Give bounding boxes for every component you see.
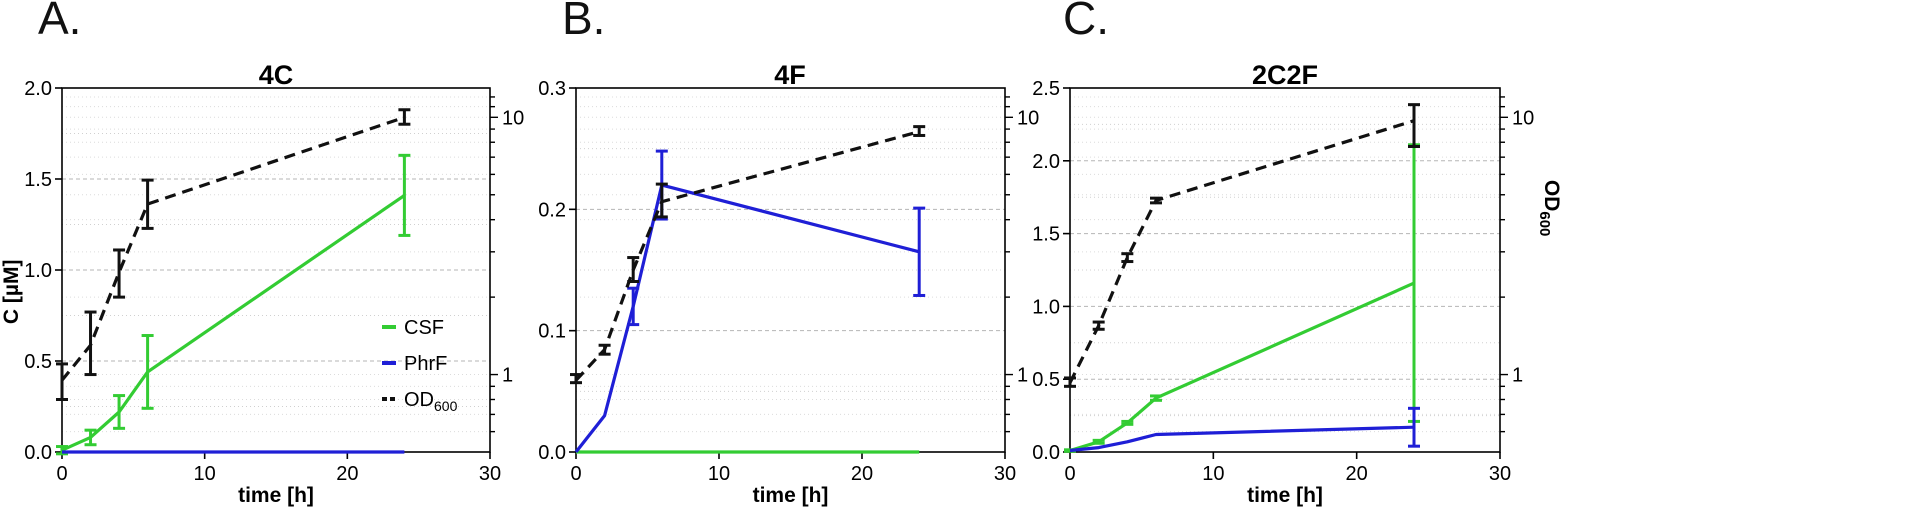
legend-label-main: OD — [404, 389, 434, 411]
y-axis-label: C [µM] — [0, 260, 23, 325]
x-tick-label: 30 — [1489, 463, 1511, 485]
legend-label: CSF — [404, 317, 444, 339]
plot-frame — [1069, 87, 1501, 453]
series-csf — [56, 153, 411, 456]
x-tick-label: 10 — [1202, 463, 1224, 485]
y-tick-label: 0.3 — [538, 78, 566, 100]
x-axis-label: time [h] — [753, 484, 829, 507]
y2-tick-label: 1 — [1512, 365, 1523, 387]
gridlines — [62, 96, 490, 433]
y-tick-label: 0.1 — [538, 321, 566, 343]
series-od600 — [1064, 103, 1420, 388]
y2-axis-label-main: OD — [1540, 180, 1563, 212]
x-tick-label: 20 — [1346, 463, 1368, 485]
series-phrf — [1069, 406, 1420, 453]
y2-tick-label: 1 — [1017, 365, 1028, 387]
chart-panel-2: B. 4F 0 10 20 30 0.0 0.1 0.2 0.3 1 10 time [h] — [538, 0, 1039, 507]
chart-title: 2C2F — [1252, 60, 1318, 90]
x-tick-label: 0 — [1064, 463, 1075, 485]
series-csf — [1064, 143, 1420, 453]
y-tick-label: 0.5 — [1032, 369, 1060, 391]
y2-tick-label: 1 — [502, 365, 513, 387]
legend: CSF PhrF OD600 — [382, 317, 458, 414]
gridlines — [576, 96, 1005, 433]
x-tick-label: 30 — [994, 463, 1016, 485]
x-tick-label: 30 — [479, 463, 501, 485]
y-tick-label: 0.0 — [24, 442, 52, 464]
y-tick-label: 1.0 — [1032, 296, 1060, 318]
chart-panel-3: C. 2C2F 0 10 20 30 0.0 0.5 1.0 1.5 2.0 2.5 1 10 time [… — [1032, 0, 1563, 507]
x-axis-label: time [h] — [1247, 484, 1323, 507]
y2-axis-label: OD600 — [1536, 180, 1563, 237]
y-tick-label: 0.5 — [24, 351, 52, 373]
y-tick-label: 1.0 — [24, 260, 52, 282]
series-phrf — [574, 149, 926, 453]
y-tick-label: 0.0 — [1032, 442, 1060, 464]
gridlines — [1070, 96, 1500, 433]
x-tick-label: 20 — [851, 463, 873, 485]
legend-label: PhrF — [404, 353, 447, 375]
y-tick-label: 0.0 — [538, 442, 566, 464]
y2-axis-label-sub: 600 — [1536, 211, 1553, 236]
y-tick-label: 0.2 — [538, 199, 566, 221]
series-line — [574, 183, 920, 453]
series-line — [61, 194, 406, 452]
series-line — [1068, 119, 1415, 384]
panel-letter: A. — [38, 0, 81, 44]
series-od600 — [56, 108, 411, 401]
panel-letter: B. — [562, 0, 605, 44]
chart-title: 4C — [259, 60, 294, 90]
legend-label-main: CSF — [404, 317, 444, 339]
y-tick-label: 2.0 — [24, 78, 52, 100]
x-tick-label: 0 — [56, 463, 67, 485]
x-tick-label: 20 — [336, 463, 358, 485]
x-tick-label: 0 — [570, 463, 581, 485]
y2-tick-label: 10 — [1512, 107, 1534, 129]
panel-letter: C. — [1063, 0, 1109, 44]
x-axis-label: time [h] — [238, 484, 314, 507]
x-tick-label: 10 — [194, 463, 216, 485]
y2-tick-label: 10 — [502, 107, 524, 129]
legend-label-sub: 600 — [434, 398, 458, 414]
y2-tick-label: 10 — [1017, 107, 1039, 129]
x-tick-label: 10 — [708, 463, 730, 485]
y-tick-label: 2.5 — [1032, 78, 1060, 100]
legend-label: OD600 — [404, 389, 458, 414]
legend-label-main: PhrF — [404, 353, 447, 375]
y-tick-label: 2.0 — [1032, 151, 1060, 173]
chart-title: 4F — [774, 60, 806, 90]
series-od600 — [570, 125, 926, 385]
series-line — [574, 130, 920, 382]
series-line — [1069, 425, 1415, 453]
y-tick-label: 1.5 — [24, 169, 52, 191]
y-tick-label: 1.5 — [1032, 224, 1060, 246]
chart-panel-1: A. 4C 0 10 20 30 0.0 0.5 1.0 1.5 2.0 1 10 time [h] C [… — [0, 0, 524, 507]
